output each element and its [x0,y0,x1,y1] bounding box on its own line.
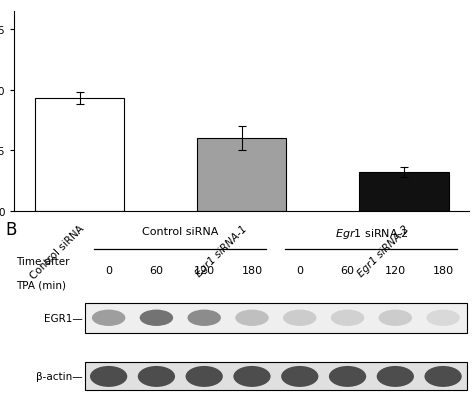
Ellipse shape [283,310,317,326]
Ellipse shape [90,366,128,387]
Text: 60: 60 [340,266,355,276]
Text: 120: 120 [194,266,215,276]
Ellipse shape [140,310,173,326]
Ellipse shape [235,310,269,326]
Ellipse shape [185,366,223,387]
Ellipse shape [138,366,175,387]
Ellipse shape [281,366,319,387]
Ellipse shape [329,366,366,387]
Bar [85,303,467,333]
Text: 60: 60 [149,266,164,276]
Text: Time after: Time after [17,257,70,267]
Ellipse shape [379,310,412,326]
Ellipse shape [424,366,462,387]
Bar [85,362,467,391]
Text: 180: 180 [241,266,263,276]
Bar [359,173,448,211]
Text: 0: 0 [105,266,112,276]
Text: 180: 180 [433,266,454,276]
Text: 120: 120 [385,266,406,276]
Bar [197,139,286,211]
Text: β-actin—: β-actin— [36,371,82,382]
Text: Control siRNA: Control siRNA [142,226,219,236]
Ellipse shape [377,366,414,387]
Ellipse shape [427,310,460,326]
Ellipse shape [233,366,271,387]
Ellipse shape [92,310,125,326]
Text: Egr1 siRNA-1: Egr1 siRNA-1 [194,223,249,278]
Text: 0: 0 [296,266,303,276]
Text: Egr1 siRNA-2: Egr1 siRNA-2 [356,223,411,278]
Text: B: B [5,221,17,239]
Text: Control siRNA: Control siRNA [29,223,87,281]
Text: EGR1—: EGR1— [44,313,82,323]
Text: TPA (min): TPA (min) [17,280,66,290]
Ellipse shape [188,310,221,326]
Ellipse shape [331,310,364,326]
Bar [35,99,124,211]
Text: $\it{Egr1}$ siRNA-2: $\it{Egr1}$ siRNA-2 [335,226,408,240]
